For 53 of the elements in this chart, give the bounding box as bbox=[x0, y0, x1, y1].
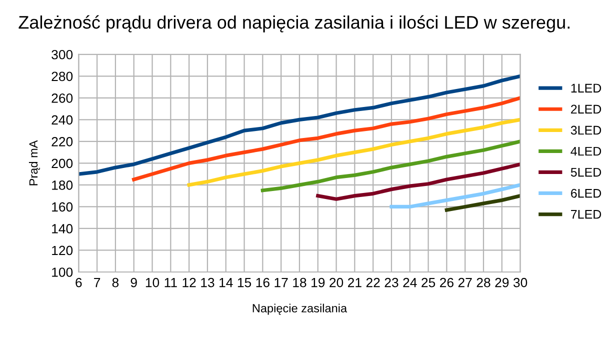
legend-label: 6LED bbox=[571, 188, 602, 198]
x-tick-label: 17 bbox=[274, 278, 288, 288]
x-tick-label: 11 bbox=[164, 278, 177, 288]
y-tick-label: 280 bbox=[52, 72, 73, 82]
y-tick-label: 200 bbox=[52, 158, 73, 168]
y-axis-title: Prąd mA bbox=[28, 140, 40, 186]
x-tick-label: 8 bbox=[112, 278, 119, 288]
x-tick-label: 14 bbox=[220, 278, 233, 288]
y-tick-label: 300 bbox=[52, 50, 73, 60]
line-series bbox=[187, 118, 520, 187]
x-tick-label: 6 bbox=[76, 278, 82, 288]
y-tick-label: 220 bbox=[52, 137, 73, 146]
line-series bbox=[316, 162, 520, 201]
x-tick-label: 10 bbox=[146, 278, 160, 288]
x-tick-label: 12 bbox=[182, 278, 196, 288]
x-axis-title: Napięcie zasilania bbox=[252, 304, 348, 315]
legend-label: 5LED bbox=[570, 168, 602, 177]
y-tick-label: 260 bbox=[52, 93, 73, 103]
x-tick-label: 13 bbox=[201, 278, 214, 288]
x-tick-label: 19 bbox=[312, 278, 325, 288]
x-tick-label: 29 bbox=[495, 278, 509, 288]
y-tick-label: 100 bbox=[52, 268, 73, 277]
x-tick-label: 22 bbox=[366, 278, 380, 288]
y-tick-label: 140 bbox=[52, 224, 73, 234]
y-tick-label: 180 bbox=[52, 180, 73, 190]
line-series bbox=[260, 140, 520, 192]
x-tick-label: 26 bbox=[440, 278, 454, 288]
legend-label: 2LED bbox=[571, 104, 602, 114]
x-tick-label: 7 bbox=[94, 278, 100, 288]
legend-label: 3LED bbox=[570, 126, 602, 135]
y-tick-label: 120 bbox=[52, 246, 73, 256]
x-tick-label: 15 bbox=[238, 278, 252, 288]
line-series bbox=[390, 183, 520, 209]
x-tick-label: 23 bbox=[384, 278, 398, 288]
x-tick-label: 24 bbox=[403, 278, 417, 288]
x-tick-label: 21 bbox=[348, 278, 362, 288]
line-series bbox=[132, 96, 520, 182]
legend-label: 1LED bbox=[571, 84, 602, 92]
x-tick-label: 25 bbox=[422, 278, 436, 288]
x-tick-label: 16 bbox=[256, 278, 270, 288]
x-tick-label: 9 bbox=[130, 278, 137, 288]
x-tick-label: 30 bbox=[513, 278, 528, 288]
y-tick-label: 240 bbox=[52, 115, 73, 125]
x-tick-label: 28 bbox=[476, 278, 490, 288]
x-tick-label: 18 bbox=[293, 278, 306, 288]
line-series bbox=[444, 194, 520, 212]
legend-label: 4LED bbox=[570, 146, 602, 156]
line-series bbox=[78, 74, 520, 176]
x-tick-label: 27 bbox=[458, 278, 472, 288]
y-tick-label: 160 bbox=[52, 202, 73, 212]
x-tick-label: 20 bbox=[330, 278, 344, 288]
chart-title: Zależność prądu drivera od napięcia zasilania i ilości LED w szeregu. bbox=[18, 15, 570, 32]
legend-label: 7LED bbox=[571, 210, 602, 219]
